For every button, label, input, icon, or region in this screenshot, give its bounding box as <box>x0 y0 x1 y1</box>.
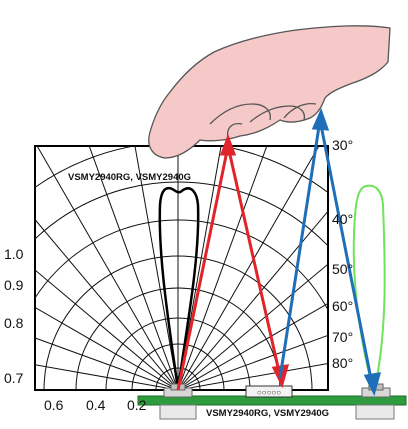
polar-grid <box>35 146 328 390</box>
radial-label-1-0: 1.0 <box>4 246 24 262</box>
grid-spoke-60 <box>177 146 320 390</box>
angle-label-40: 40° <box>332 211 353 227</box>
angle-label-30: 30° <box>332 137 353 153</box>
grid-spoke-30 <box>177 302 328 390</box>
grid-spoke-100 <box>134 146 179 390</box>
reflected-lobe-curve <box>352 184 386 393</box>
angle-label-80: 80° <box>332 355 353 371</box>
grid-spoke-20 <box>177 334 328 390</box>
angle-label-70: 70° <box>332 329 353 345</box>
radial-label-0-9: 0.9 <box>4 277 24 293</box>
grid-spoke-70 <box>177 146 268 390</box>
axis-label-0-6: 0.6 <box>44 397 64 413</box>
grid-spoke-140 <box>35 269 179 390</box>
radial-label-0-8: 0.8 <box>4 315 24 331</box>
angle-label-50: 50° <box>332 261 353 277</box>
chip-icon: ○○○○○ <box>245 385 293 398</box>
radiation-lobe-curve <box>158 186 200 391</box>
grid-spoke-170 <box>35 364 179 390</box>
axis-label-0-2: 0.2 <box>127 397 147 413</box>
grid-spoke-80 <box>177 146 222 390</box>
grid-spoke-130 <box>35 218 179 390</box>
pcb-label: VSMY2940RG, VSMY2940G <box>206 408 329 419</box>
grid-spoke-120 <box>36 146 179 390</box>
grid-spoke-110 <box>88 146 179 390</box>
svg-text:○○○○○: ○○○○○ <box>257 388 281 397</box>
grid-spoke-150 <box>35 306 179 390</box>
grid-spoke-160 <box>35 337 179 390</box>
diagram-title-label: VSMY2940RG, VSMY2940G <box>68 172 191 183</box>
hand-icon <box>148 25 391 159</box>
blue-ray <box>278 107 382 397</box>
grid-spoke-50 <box>177 210 328 390</box>
grid-spoke-10 <box>177 363 328 390</box>
polar-plot-frame <box>34 145 329 391</box>
grid-spoke-40 <box>177 263 328 390</box>
axis-label-0-4: 0.4 <box>86 397 106 413</box>
angle-label-60: 60° <box>332 298 353 314</box>
radial-label-0-7: 0.7 <box>4 370 24 386</box>
